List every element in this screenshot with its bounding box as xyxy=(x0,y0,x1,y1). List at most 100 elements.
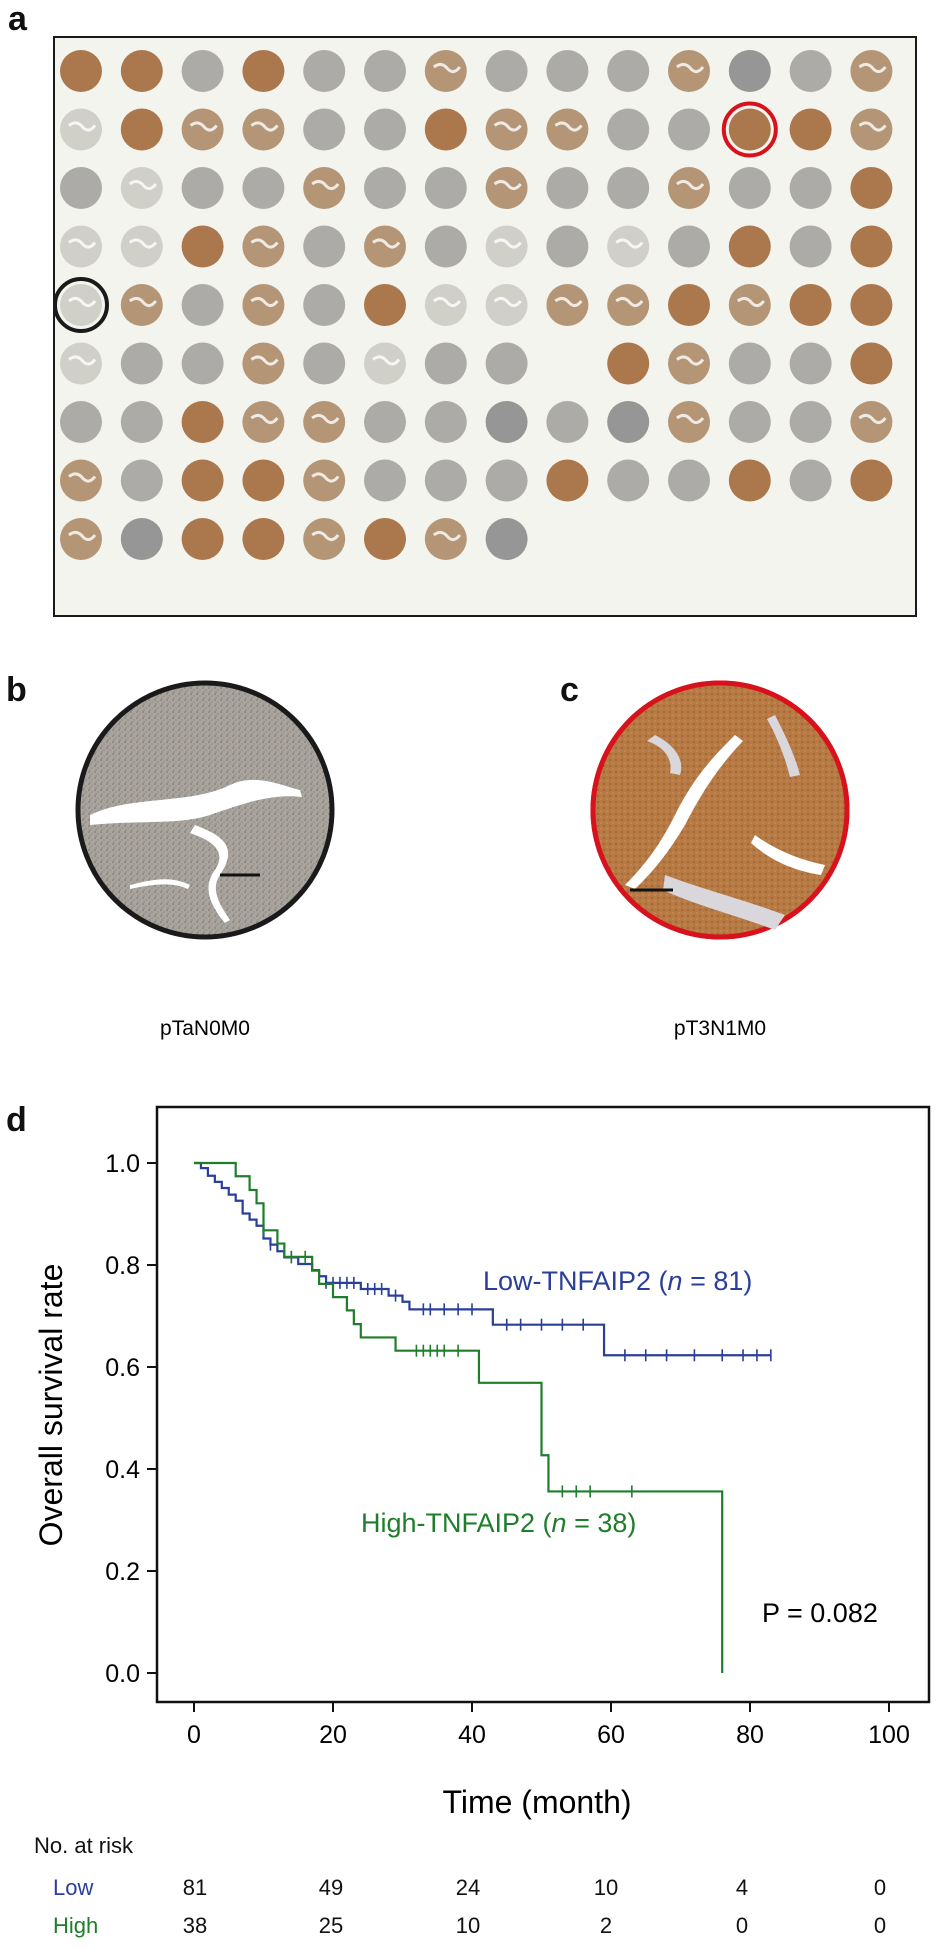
core-texture xyxy=(676,62,705,74)
tissue-core xyxy=(728,50,771,92)
x-tick-label: 60 xyxy=(597,1721,625,1749)
tissue-core xyxy=(303,108,346,151)
core-texture xyxy=(858,121,887,132)
tissue-core xyxy=(242,225,285,268)
highlight-circle-red xyxy=(721,101,778,158)
risk-table-row: Low 81 49 24 10 4 0 xyxy=(0,1875,946,1905)
tissue-core xyxy=(424,50,467,92)
x-tick-label: 20 xyxy=(319,1721,347,1749)
tissue-core xyxy=(546,459,589,502)
core-texture xyxy=(68,121,97,132)
tissue-core xyxy=(60,401,102,443)
tissue-core xyxy=(242,167,285,209)
tissue-core xyxy=(181,401,224,443)
core-texture xyxy=(432,62,461,74)
core-texture xyxy=(250,413,279,425)
tissue-core xyxy=(607,401,650,443)
core-texture xyxy=(189,121,218,132)
panel-a-label: a xyxy=(8,0,27,38)
curves xyxy=(194,1161,772,1673)
tissue-core xyxy=(485,342,528,385)
tissue-core xyxy=(728,167,771,209)
x-tick-label: 80 xyxy=(736,1721,764,1749)
tissue-core xyxy=(120,342,163,385)
tissue-core xyxy=(607,459,650,502)
tissue-core xyxy=(424,225,467,268)
risk-cell: 0 xyxy=(735,1913,749,1938)
tissue-core xyxy=(546,401,589,443)
tissue-core xyxy=(242,284,285,326)
x-tick-label: 40 xyxy=(458,1721,486,1749)
y-axis: 0.0 0.2 0.4 0.6 0.8 1.0 xyxy=(105,1150,157,1688)
tissue-core xyxy=(364,167,406,209)
tissue-core xyxy=(364,459,406,502)
tissue-core xyxy=(850,401,893,443)
panel-b-label: b xyxy=(6,671,27,709)
p-value: P = 0.082 xyxy=(762,1598,878,1628)
tissue-core xyxy=(120,284,163,326)
tissue-core xyxy=(303,167,346,209)
tissue-core xyxy=(424,518,467,560)
tissue-core xyxy=(364,225,406,268)
tissue-core xyxy=(607,50,650,92)
tissue-core xyxy=(60,518,102,560)
tissue-core xyxy=(789,225,832,268)
tissue-core xyxy=(364,108,406,151)
core-texture xyxy=(858,413,887,425)
risk-table-row: High 38 25 10 2 0 0 xyxy=(0,1913,946,1943)
core-texture xyxy=(432,296,461,308)
y-tick-label: 0.2 xyxy=(105,1558,140,1586)
tissue-gap xyxy=(647,735,682,775)
tissue-gap xyxy=(625,735,743,889)
tissue-core xyxy=(120,225,163,268)
tissue-core xyxy=(850,167,893,209)
tissue-core xyxy=(728,225,771,268)
tissue-core xyxy=(242,50,285,92)
core-texture xyxy=(493,238,522,249)
tissue-core xyxy=(60,284,102,326)
tissue-core xyxy=(181,225,224,268)
tissue-core xyxy=(424,342,467,385)
tissue-core xyxy=(60,50,102,92)
tissue-core xyxy=(789,108,832,151)
core-texture xyxy=(68,472,97,483)
tissue-core xyxy=(303,50,346,92)
panel-d-label: d xyxy=(6,1101,27,1139)
core-texture xyxy=(311,179,340,191)
tissue-core xyxy=(424,401,467,443)
plot-frame xyxy=(155,1105,931,1704)
tissue-gap xyxy=(90,779,302,825)
tissue-core xyxy=(303,401,346,443)
tissue-core xyxy=(789,401,832,443)
tissue-core xyxy=(60,459,102,502)
tissue-core xyxy=(60,108,102,151)
tissue-core xyxy=(728,284,771,326)
tissue-core xyxy=(424,108,467,151)
core-texture xyxy=(493,296,522,308)
core-image-high: pT3N1M0 xyxy=(590,680,850,1040)
core-texture xyxy=(493,179,522,191)
tissue-core xyxy=(546,50,589,92)
tissue-core xyxy=(364,401,406,443)
tissue-core xyxy=(242,459,285,502)
risk-cell: 24 xyxy=(455,1875,481,1900)
y-tick-label: 0.6 xyxy=(105,1354,140,1382)
tissue-core xyxy=(728,459,771,502)
tissue-core xyxy=(668,225,710,268)
risk-cell: 38 xyxy=(182,1913,208,1938)
tissue-core xyxy=(546,225,589,268)
tissue-core xyxy=(424,459,467,502)
low-survival-curve xyxy=(194,1161,771,1357)
tissue-core xyxy=(242,401,285,443)
core-texture xyxy=(493,121,522,132)
tissue-core xyxy=(60,167,102,209)
core-texture xyxy=(372,238,401,249)
tissue-core xyxy=(303,459,346,502)
tissue-core xyxy=(364,518,406,560)
core-texture xyxy=(128,179,157,191)
tissue-core xyxy=(607,167,650,209)
panel-c-label: c xyxy=(560,671,579,709)
core-texture xyxy=(250,121,279,132)
risk-cell: 2 xyxy=(599,1913,613,1938)
core-texture xyxy=(432,530,461,542)
